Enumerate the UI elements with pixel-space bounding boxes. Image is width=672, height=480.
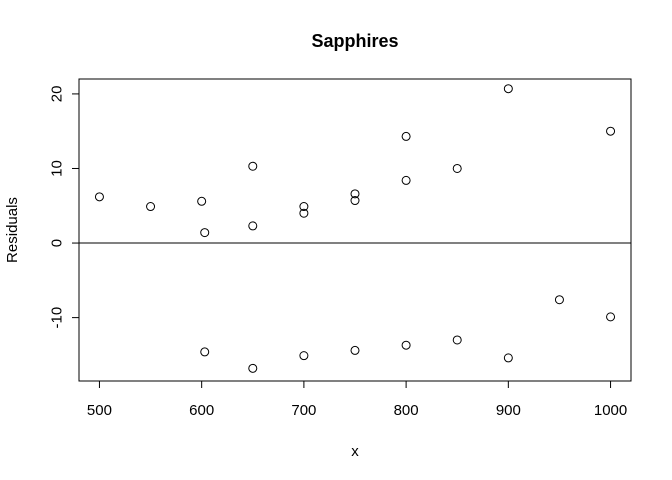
data-point: [401, 340, 411, 350]
x-axis: 500 600 700 800 900 1000: [87, 380, 627, 419]
data-point: [200, 228, 210, 238]
data-point: [452, 335, 462, 345]
data-point: [299, 351, 309, 361]
x-tick-label: 700: [291, 402, 316, 419]
data-point: [94, 192, 104, 202]
x-tick-label: 900: [496, 402, 521, 419]
y-tick-label: -10: [49, 307, 66, 329]
chart-title: Sapphires: [311, 31, 398, 51]
data-point: [248, 363, 258, 373]
data-point: [200, 347, 210, 357]
x-tick-label: 1000: [594, 402, 627, 419]
data-point: [146, 202, 156, 212]
y-axis-label: Residuals: [4, 197, 21, 263]
data-points: [94, 84, 616, 373]
data-point: [401, 175, 411, 185]
data-point: [503, 84, 513, 94]
data-point: [299, 202, 309, 212]
data-point: [503, 353, 513, 363]
x-axis-label: x: [351, 443, 359, 460]
x-tick-label: 500: [87, 402, 112, 419]
data-point: [248, 221, 258, 231]
data-point: [350, 345, 360, 355]
data-point: [248, 161, 258, 171]
data-point: [554, 295, 564, 305]
y-tick-label: 10: [49, 160, 66, 177]
data-point: [350, 189, 360, 199]
y-tick-label: 0: [49, 239, 66, 247]
data-point: [452, 163, 462, 173]
data-point: [606, 126, 616, 136]
y-axis: -10 0 10 20: [49, 86, 80, 329]
plot-frame: [78, 78, 632, 382]
data-point: [606, 312, 616, 322]
data-point: [401, 131, 411, 141]
x-tick-label: 600: [189, 402, 214, 419]
data-point: [350, 196, 360, 206]
x-tick-label: 800: [394, 402, 419, 419]
y-tick-label: 20: [49, 86, 66, 103]
data-point: [197, 196, 207, 206]
data-point: [299, 208, 309, 218]
